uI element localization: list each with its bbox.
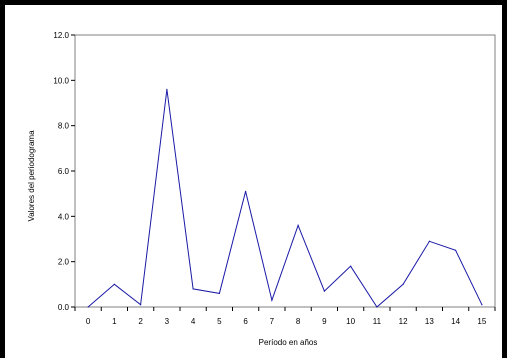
x-tick-label: 15 bbox=[477, 317, 486, 326]
data-point bbox=[428, 240, 430, 242]
x-tick-label: 6 bbox=[243, 317, 248, 326]
x-tick-label: 11 bbox=[373, 317, 382, 326]
x-tick-label: 3 bbox=[165, 317, 170, 326]
y-tick-label: 10.0 bbox=[53, 76, 69, 85]
x-axis-title: Período en años bbox=[259, 338, 318, 347]
data-point bbox=[323, 290, 325, 292]
y-tick-label: 8.0 bbox=[58, 122, 70, 131]
data-point bbox=[192, 288, 194, 290]
data-point bbox=[87, 306, 89, 308]
data-point bbox=[166, 88, 168, 90]
x-tick-label: 1 bbox=[112, 317, 117, 326]
data-point bbox=[140, 304, 142, 306]
x-tick-label: 7 bbox=[270, 317, 275, 326]
data-point bbox=[402, 283, 404, 285]
x-tick-label: 12 bbox=[399, 317, 408, 326]
y-tick-label: 12.0 bbox=[53, 31, 69, 40]
y-tick-label: 6.0 bbox=[58, 167, 70, 176]
data-point bbox=[481, 304, 483, 306]
x-tick-label: 2 bbox=[138, 317, 143, 326]
data-point bbox=[350, 265, 352, 267]
data-point bbox=[245, 190, 247, 192]
y-tick-label: 0.0 bbox=[58, 303, 70, 312]
x-tick-label: 8 bbox=[296, 317, 301, 326]
x-tick-label: 10 bbox=[346, 317, 355, 326]
series-line bbox=[87, 89, 483, 308]
y-axis-title: Valores del periodograma bbox=[27, 130, 36, 222]
x-tick-label: 13 bbox=[425, 317, 434, 326]
data-point bbox=[297, 224, 299, 226]
x-tick-label: 9 bbox=[322, 317, 327, 326]
data-point bbox=[376, 306, 378, 308]
x-tick-label: 5 bbox=[217, 317, 222, 326]
x-tick-label: 4 bbox=[191, 317, 196, 326]
chart-svg: 0.02.04.06.08.010.012.0 0 1 2 3 4 5 6 7 8 9 10 11 12… bbox=[27, 31, 496, 347]
chart-area: 0.0 2.0 4.0 6.0 8.0 10.0 12.0 0 1 2 3 4 5 6 7 8 9 10 11 12… bbox=[5, 5, 502, 358]
x-tick-label: 14 bbox=[451, 317, 460, 326]
y-tick-label: 2.0 bbox=[58, 258, 70, 267]
data-point bbox=[455, 249, 457, 251]
x-tick-label: 0 bbox=[86, 317, 91, 326]
data-point bbox=[218, 292, 220, 294]
data-point bbox=[113, 283, 115, 285]
data-point bbox=[271, 299, 273, 301]
plot-area-border bbox=[74, 34, 496, 308]
y-tick-label: 4.0 bbox=[58, 212, 70, 221]
